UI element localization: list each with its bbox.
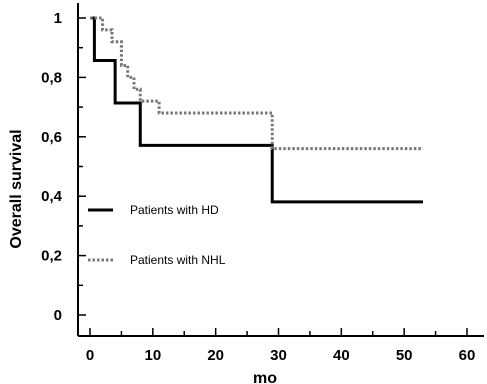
series-line-2 [90,16,424,151]
x-tick-label: 30 [270,347,287,364]
x-axis-label: mo [253,370,277,384]
x-tick-label: 10 [144,347,161,364]
x-tick-label: 40 [333,347,350,364]
y-tick-label: 0 [54,307,62,324]
y-tick-label: 0,6 [41,129,62,146]
x-tick-label: 50 [396,347,413,364]
x-tick-label: 60 [459,347,476,364]
legend-label-1: Patients with HD [130,203,219,217]
y-axis-ticks: 0 0,2 0,4 0,6 0,8 1 [41,10,63,324]
x-tick-label: 0 [86,347,94,364]
x-axis-ticks: 0 10 20 30 40 50 60 [86,347,476,364]
series-line-1 [90,16,424,204]
axes [77,3,484,337]
y-axis-label: Overall survival [8,129,25,248]
legend-label-2: Patients with NHL [130,253,226,267]
y-tick-label: 0,2 [41,248,62,265]
y-tick-label: 0,4 [41,188,63,205]
y-tick-label: 1 [54,10,62,27]
y-tick-label: 0,8 [41,69,62,86]
series-layer [90,16,424,204]
legend: Patients with HD Patients with NHL [88,203,226,267]
x-tick-label: 20 [207,347,224,364]
